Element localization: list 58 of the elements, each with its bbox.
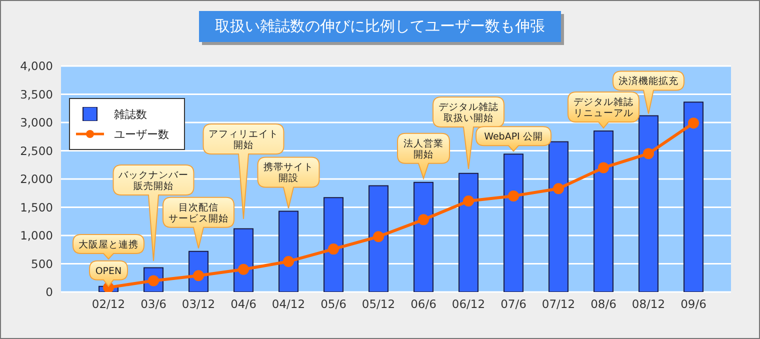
x-tick-label: 04/6: [230, 297, 256, 312]
y-tick-label: 1,000: [20, 228, 53, 243]
annotation: デジタル雑誌取扱い開始: [438, 101, 498, 124]
x-tick-label: 08/6: [590, 297, 616, 312]
x-tick-label: 09/6: [680, 297, 706, 312]
y-tick-label: 1,500: [20, 200, 53, 214]
point: [598, 162, 609, 174]
bar: [548, 141, 568, 292]
bar: [368, 185, 388, 292]
x-tick-label: 08/12: [632, 297, 666, 312]
point: [643, 148, 654, 160]
bar: [278, 210, 298, 292]
annotation: 携帯サイト開設: [264, 161, 314, 184]
annotation: 目次配信サービス開始: [168, 201, 228, 224]
y-tick-label: 2,500: [20, 144, 53, 158]
point: [688, 118, 699, 129]
annotation: OPEN: [95, 266, 122, 277]
bar: [684, 102, 704, 292]
y-tick-label: 3,000: [20, 116, 53, 130]
x-tick-label: 05/12: [362, 297, 396, 312]
bar: [458, 172, 478, 292]
x-tick-label: 04/12: [272, 297, 306, 312]
annotation: 法人営業開始: [404, 137, 444, 160]
point: [508, 190, 519, 202]
annotation: バックナンバー販売開始: [118, 170, 188, 192]
point: [463, 196, 474, 207]
bar: [324, 197, 344, 292]
chart-title: 取扱い雑誌数の伸びに比例してユーザー数も伸張: [199, 11, 561, 42]
x-tick-label: 07/12: [542, 297, 576, 312]
x-tick-label: 06/6: [410, 297, 436, 312]
bar: [504, 154, 524, 292]
x-tick-label: 03/6: [140, 297, 166, 312]
annotation: アフィリエイト開始: [208, 129, 278, 151]
y-tick-label: 2,000: [20, 172, 53, 186]
y-tick-label: 3,500: [20, 87, 53, 102]
point: [238, 264, 249, 275]
x-tick-label: 05/6: [320, 297, 346, 312]
point: [373, 231, 384, 242]
x-tick-label: 02/12: [92, 297, 126, 312]
y-tick-label: 0: [46, 285, 53, 300]
point: [418, 214, 429, 226]
point: [553, 183, 564, 194]
legend-label: 雑誌数: [114, 106, 147, 122]
annotation: 大阪屋と連携: [78, 238, 138, 250]
bar: [414, 182, 434, 292]
x-tick-label: 03/12: [182, 297, 216, 312]
x-tick-label: 07/6: [500, 297, 526, 312]
y-tick-label: 500: [31, 256, 53, 271]
annotation: 決済機能拡充: [618, 75, 678, 88]
point: [283, 256, 294, 267]
annotation: WebAPI 公開: [484, 130, 543, 143]
bar: [638, 115, 658, 292]
point: [328, 244, 339, 255]
y-tick-label: 4,000: [20, 59, 53, 74]
annotation: デジタル雑誌リニューアル: [574, 96, 634, 119]
bar: [594, 130, 614, 292]
legend-label: ユーザー数: [114, 126, 169, 142]
x-tick-label: 06/12: [452, 297, 486, 312]
